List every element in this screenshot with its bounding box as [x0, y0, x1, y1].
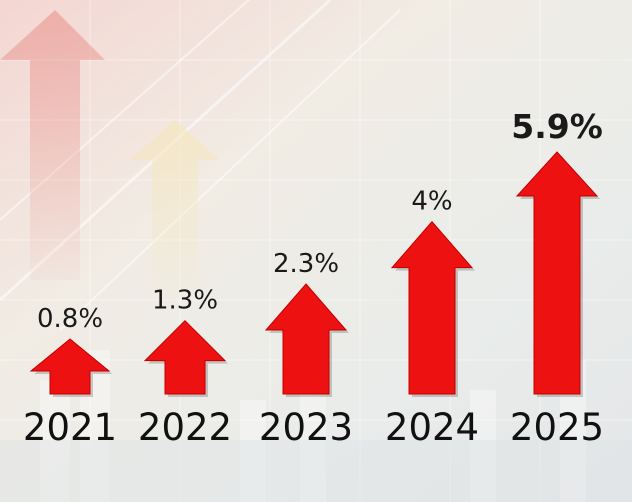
- category-label-2021: 2021: [23, 406, 117, 449]
- category-labels: 2021 2022 2023 2024 2025: [23, 406, 604, 449]
- arrow-bar-2023: [264, 283, 348, 395]
- category-label-2023: 2023: [259, 406, 353, 449]
- arrow-marks: [29, 151, 600, 397]
- arrow-bar-2022: [143, 319, 227, 395]
- value-label-2023: 2.3%: [273, 249, 339, 279]
- category-label-2022: 2022: [138, 406, 232, 449]
- value-label-2021: 0.8%: [37, 304, 103, 334]
- value-label-2024: 4%: [411, 187, 452, 217]
- value-labels: 0.8% 1.3% 2.3% 4% 5.9%: [37, 107, 603, 334]
- arrow-bar-2025: [515, 151, 599, 395]
- value-label-2025: 5.9%: [511, 107, 603, 146]
- category-label-2025: 2025: [510, 406, 604, 449]
- value-label-2022: 1.3%: [152, 286, 218, 316]
- category-label-2024: 2024: [385, 406, 479, 449]
- arrow-bar-2024: [390, 220, 474, 395]
- arrow-bar-2021: [29, 338, 111, 395]
